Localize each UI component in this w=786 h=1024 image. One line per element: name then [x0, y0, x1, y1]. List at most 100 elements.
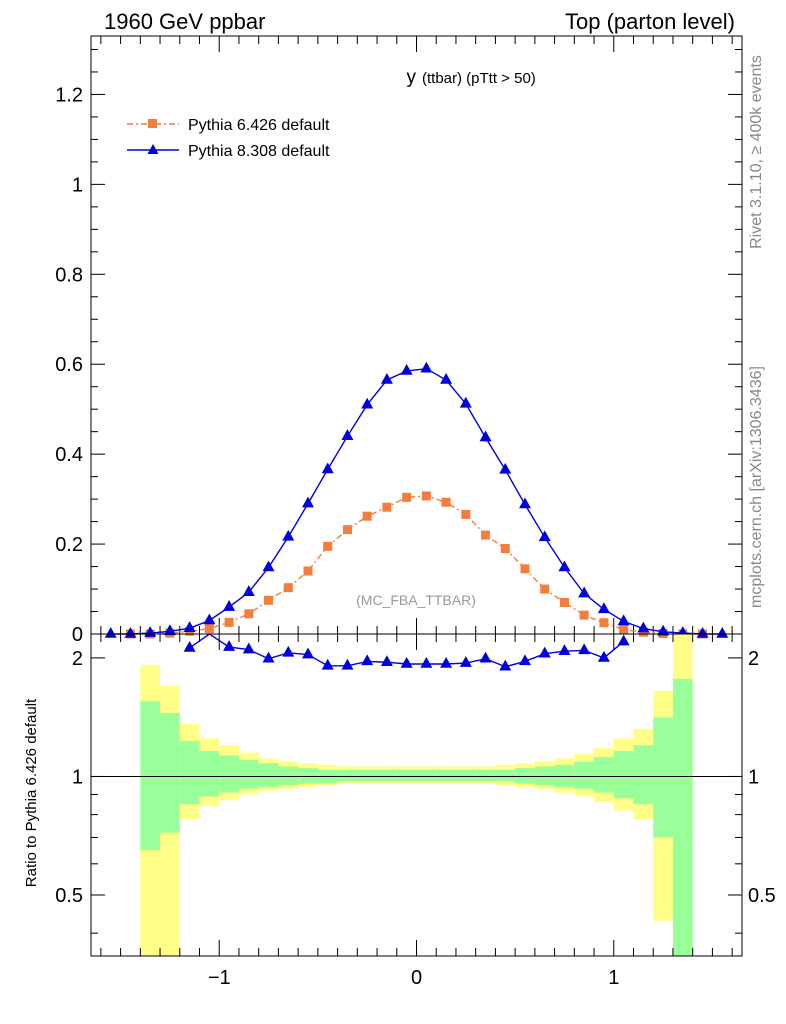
point-pythia6: [500, 544, 510, 554]
point-pythia8: [104, 627, 117, 638]
legend-label-pythia6: Pythia 6.426 default: [188, 117, 330, 134]
point-pythia6: [481, 530, 491, 540]
point-pythia6: [224, 617, 234, 627]
point-pythia8: [124, 627, 137, 638]
band-green: [396, 769, 417, 782]
band-green: [298, 768, 318, 784]
point-pythia8: [242, 585, 255, 596]
ratio-point: [262, 651, 275, 663]
band-green: [416, 769, 437, 782]
point-pythia6: [382, 502, 392, 512]
point-pythia8: [578, 586, 591, 598]
rivet-label: Rivet 3.1.10, ≥ 400k events: [748, 55, 765, 249]
band-green: [475, 769, 496, 782]
point-pythia8: [183, 621, 196, 632]
point-pythia8: [380, 372, 393, 384]
series-line-pythia6: [130, 495, 703, 635]
ratio-point: [440, 656, 453, 668]
band-green: [455, 769, 476, 782]
ratio-point: [361, 654, 374, 666]
ratio-point: [479, 651, 492, 663]
band-green: [594, 757, 614, 793]
point-pythia6: [421, 491, 431, 501]
point-pythia8: [400, 363, 413, 375]
ratio-ytick-label: 2: [72, 648, 83, 670]
point-pythia8: [538, 530, 551, 542]
point-pythia8: [282, 529, 295, 541]
band-green: [633, 745, 654, 805]
mcplots-label: mcplots.cern.ch [arXiv:1306.3436]: [748, 366, 765, 608]
ratio-point: [242, 642, 255, 654]
ratio-point: [578, 643, 591, 655]
point-pythia6: [441, 497, 451, 507]
watermark: (MC_FBA_TTBAR): [356, 592, 476, 608]
main-ytick-label: 1: [72, 174, 83, 196]
ratio-point: [223, 640, 236, 651]
series-line-pythia8: [110, 367, 723, 635]
point-pythia6: [283, 583, 293, 593]
point-pythia6: [540, 584, 550, 594]
ratio-point: [302, 647, 314, 659]
main-x-ticks: [100, 36, 733, 634]
point-pythia6: [323, 541, 333, 551]
band-green: [534, 766, 555, 786]
band-green: [337, 769, 358, 782]
band-green: [377, 769, 397, 782]
point-pythia8: [440, 372, 453, 384]
point-pythia8: [696, 627, 709, 638]
band-green: [574, 761, 595, 789]
main-y-axis: 0 0.2 0.4 0.6 0.8 1 1.2: [55, 48, 742, 646]
ratio-point: [538, 646, 551, 658]
band-green: [179, 741, 200, 805]
ratio-ytick-label: 0.5: [55, 885, 83, 907]
band-green: [515, 768, 535, 784]
band-green: [672, 678, 693, 956]
ratio-point: [558, 644, 571, 655]
point-pythia8: [657, 624, 670, 636]
ratio-panel: 0.5 0.5 1 1 2 2 −1 0 1 Ratio to Pythia 6.426 de…: [23, 633, 776, 989]
legend: Pythia 6.426 default Pythia 8.308 defaul…: [127, 117, 330, 160]
band-green: [160, 712, 180, 833]
band-green: [140, 701, 161, 851]
point-pythia8: [499, 462, 512, 474]
point-pythia6: [559, 598, 569, 608]
ratio-point: [400, 656, 413, 668]
ratio-point: [597, 650, 610, 662]
point-pythia8: [716, 627, 729, 638]
point-pythia6: [342, 525, 352, 535]
ratio-xtick-label: −1: [208, 967, 231, 989]
point-pythia6: [264, 595, 274, 605]
point-pythia8: [321, 462, 334, 474]
ratio-x-axis: −1 0 1: [100, 634, 733, 989]
band-green: [238, 760, 259, 789]
plot-title-main: y: [407, 67, 417, 88]
ratio-y-axis: 0.5 0.5 1 1 2 2: [55, 648, 776, 934]
point-pythia8: [597, 602, 610, 614]
header-right: Top (parton level): [565, 9, 735, 34]
ratio-point: [519, 654, 531, 666]
point-pythia6: [520, 564, 530, 574]
point-pythia6: [599, 618, 609, 628]
point-pythia8: [519, 497, 531, 509]
band-green: [199, 751, 220, 797]
ratio-point: [617, 634, 630, 646]
ratio-ytick-label-right: 1: [748, 766, 759, 788]
ratio-ytick-label-right: 2: [748, 648, 759, 670]
point-pythia6: [303, 566, 313, 576]
point-pythia6: [461, 509, 471, 519]
ratio-point: [499, 659, 512, 671]
ratio-point: [282, 645, 295, 657]
point-pythia8: [361, 397, 374, 409]
ratio-ytick-label-right: 0.5: [748, 885, 776, 907]
legend-marker-pythia6: [148, 119, 157, 128]
band-green: [258, 763, 279, 788]
band-green: [495, 769, 516, 782]
point-pythia8: [203, 613, 216, 625]
main-ytick-label: 0.6: [55, 354, 83, 376]
band-green: [613, 751, 634, 799]
point-pythia8: [558, 560, 571, 572]
ratio-ytick-label: 1: [72, 766, 83, 788]
plot-title-sub: (ttbar) (pTtt > 50): [422, 70, 536, 87]
main-ytick-label: 0.4: [55, 444, 83, 466]
